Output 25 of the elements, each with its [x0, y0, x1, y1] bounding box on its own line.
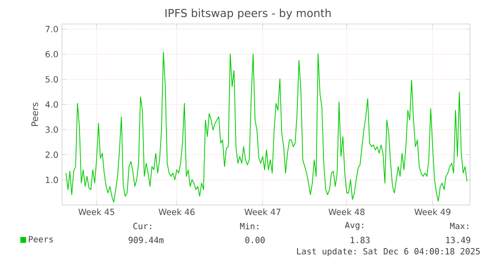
- x-tick-label: Week 48: [328, 208, 365, 216]
- x-tick-label: Week 47: [244, 208, 280, 216]
- x-tick-label: Week 49: [414, 208, 450, 216]
- text: Last update: Sat Dec 6 04:00:18 2025: [297, 248, 480, 256]
- y-tick-label: 5.0: [46, 76, 58, 83]
- y-tick-label: 7.0: [46, 26, 58, 32]
- text: Cur:: [133, 222, 152, 230]
- text: 13.49: [446, 236, 470, 244]
- x-tick-label: Week 45: [78, 208, 114, 216]
- text: Avg:: [344, 222, 364, 230]
- line-series: [66, 52, 468, 203]
- y-tick-label: 3.0: [46, 126, 58, 133]
- y-tick-label: 1.0: [46, 176, 58, 184]
- y-tick-label: 4.0: [45, 101, 58, 108]
- text: 909.44m: [128, 236, 164, 244]
- y-axis-title: Peers: [31, 102, 38, 126]
- text: 0.00: [245, 236, 265, 244]
- x-tick-label: Week 46: [158, 208, 195, 216]
- legend-label: Peers: [28, 236, 53, 242]
- text: 1.83: [350, 236, 370, 244]
- text: Min:: [240, 222, 258, 230]
- y-tick-label: 6.0: [46, 50, 58, 58]
- text: Max:: [450, 222, 468, 230]
- chart-title: IPFS bitswap peers - by month: [165, 8, 331, 20]
- y-tick-label: 2.0: [46, 152, 58, 158]
